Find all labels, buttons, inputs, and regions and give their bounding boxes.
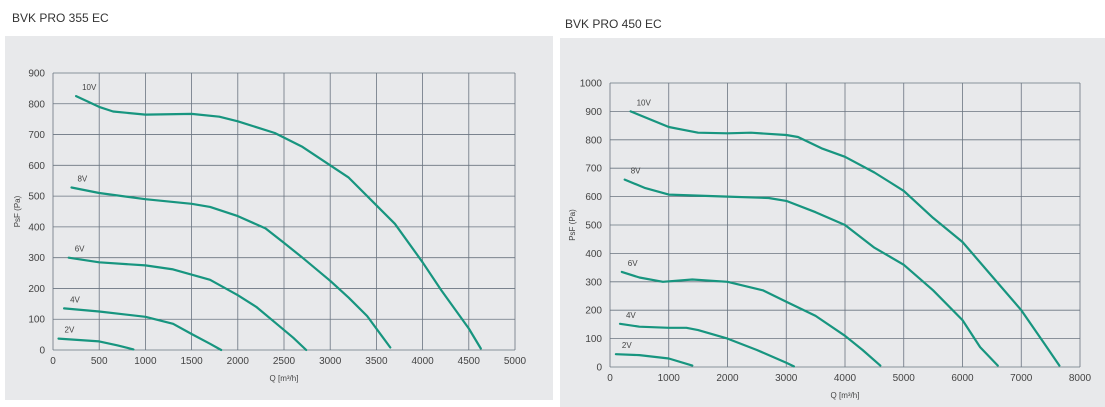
y-tick-label: 700 — [585, 164, 602, 175]
chart-panel-450 — [560, 38, 1105, 407]
series-line-4V — [62, 307, 223, 352]
y-tick-label: 200 — [28, 284, 45, 295]
x-tick-label: 1000 — [134, 356, 157, 367]
y-tick-label: 1000 — [580, 79, 603, 90]
series-line-8V — [70, 186, 392, 349]
y-tick-label: 100 — [28, 315, 45, 326]
y-tick-label: 600 — [585, 192, 602, 203]
y-tick-label: 300 — [585, 277, 602, 288]
series-label-4V: 4V — [70, 295, 80, 304]
series-label-4V: 4V — [626, 311, 636, 320]
series-label-2V: 2V — [65, 326, 75, 335]
y-tick-label: 400 — [28, 222, 45, 233]
y-tick-label: 100 — [585, 334, 602, 345]
y-axis-label: PsF (Pa) — [568, 209, 577, 241]
y-tick-label: 500 — [585, 221, 602, 232]
series-label-6V: 6V — [75, 245, 85, 254]
series-line-10V — [629, 110, 1061, 367]
y-tick-label: 600 — [28, 161, 45, 172]
series-label-8V: 8V — [77, 174, 87, 183]
x-tick-label: 7000 — [1010, 373, 1033, 384]
y-tick-label: 0 — [39, 346, 45, 357]
y-tick-label: 900 — [28, 69, 45, 80]
x-tick-label: 2500 — [273, 356, 296, 367]
x-tick-label: 0 — [607, 373, 613, 384]
series-label-10V: 10V — [637, 98, 652, 107]
series-line-4V — [618, 322, 795, 368]
x-tick-label: 3000 — [775, 373, 798, 384]
series-label-2V: 2V — [622, 341, 632, 350]
x-tick-label: 6000 — [951, 373, 974, 384]
x-tick-label: 2000 — [716, 373, 739, 384]
y-tick-label: 700 — [28, 130, 45, 141]
chart-panel-355 — [5, 36, 553, 400]
series-label-8V: 8V — [631, 167, 641, 176]
x-axis-label: Q [m³/h] — [831, 391, 860, 400]
y-axis-label: PsF (Pa) — [13, 195, 22, 227]
y-tick-label: 900 — [585, 107, 602, 118]
x-tick-label: 5000 — [893, 373, 916, 384]
series-line-2V — [57, 337, 135, 351]
x-tick-label: 500 — [91, 356, 108, 367]
x-tick-label: 4500 — [458, 356, 481, 367]
x-tick-label: 2000 — [227, 356, 250, 367]
x-tick-label: 8000 — [1069, 373, 1092, 384]
x-tick-label: 3000 — [319, 356, 342, 367]
y-tick-label: 500 — [28, 192, 45, 203]
y-tick-label: 0 — [596, 363, 602, 374]
x-tick-label: 1500 — [180, 356, 203, 367]
x-axis-label: Q [m³/h] — [270, 374, 299, 383]
y-tick-label: 800 — [585, 135, 602, 146]
chart-title-450: BVK PRO 450 EC — [565, 17, 662, 31]
x-tick-label: 1000 — [658, 373, 681, 384]
series-line-8V — [623, 178, 999, 367]
series-label-6V: 6V — [628, 259, 638, 268]
series-line-6V — [67, 256, 308, 352]
x-tick-label: 0 — [50, 356, 56, 367]
y-tick-label: 800 — [28, 99, 45, 110]
series-label-10V: 10V — [82, 83, 97, 92]
chart-title-355: BVK PRO 355 EC — [12, 11, 109, 25]
x-tick-label: 4000 — [411, 356, 434, 367]
x-tick-label: 4000 — [834, 373, 857, 384]
series-line-2V — [614, 353, 694, 367]
x-tick-label: 5000 — [504, 356, 527, 367]
series-line-6V — [620, 270, 882, 367]
y-tick-label: 200 — [585, 306, 602, 317]
x-tick-label: 3500 — [365, 356, 388, 367]
y-tick-label: 400 — [585, 249, 602, 260]
series-line-10V — [75, 95, 482, 350]
y-tick-label: 300 — [28, 253, 45, 264]
